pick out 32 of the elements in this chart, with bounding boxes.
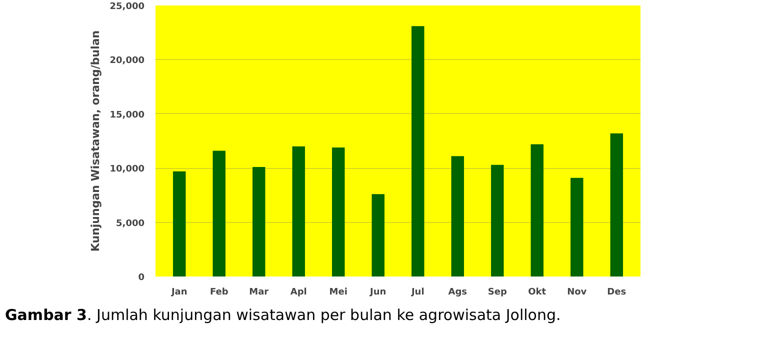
x-tick-label: Apl xyxy=(290,288,307,298)
x-tick-label: Mei xyxy=(329,288,348,298)
bar xyxy=(332,148,345,276)
bar xyxy=(530,144,544,276)
bar xyxy=(451,156,464,276)
x-tick-label: Nov xyxy=(567,288,587,298)
bar xyxy=(491,164,504,276)
bar xyxy=(610,133,624,276)
text: Gambar 3. Jumlah kunjungan wisatawan per bulan ke agrowisata Jollong. xyxy=(5,305,561,326)
bar xyxy=(372,194,384,276)
x-tick-label: Des xyxy=(607,288,626,298)
x-tick-label: Jan xyxy=(170,288,188,298)
x-tick-label: Ags xyxy=(448,288,468,298)
y-axis-title: Kunjungan Wisatawan, orang/bulan xyxy=(88,30,102,252)
y-tick-label: 10,000 xyxy=(110,164,145,175)
x-tick-label: Sep xyxy=(488,288,508,298)
x-tick-label: Jun xyxy=(369,288,386,298)
y-tick-label: 20,000 xyxy=(110,56,145,66)
bar xyxy=(292,146,305,276)
x-tick-label: Feb xyxy=(210,288,229,298)
x-tick-label: Okt xyxy=(528,288,547,298)
bar xyxy=(172,171,186,276)
y-tick-label: 5,000 xyxy=(116,218,144,229)
y-tick-label: 25,000 xyxy=(110,2,145,12)
bar xyxy=(570,178,584,276)
x-tick-label: Jul xyxy=(410,288,424,298)
bar xyxy=(252,167,266,276)
bar xyxy=(412,26,424,276)
y-tick-label: 0 xyxy=(138,273,145,283)
x-tick-label: Mar xyxy=(249,288,270,298)
y-tick-label: 15,000 xyxy=(110,110,145,120)
bar xyxy=(212,150,226,276)
